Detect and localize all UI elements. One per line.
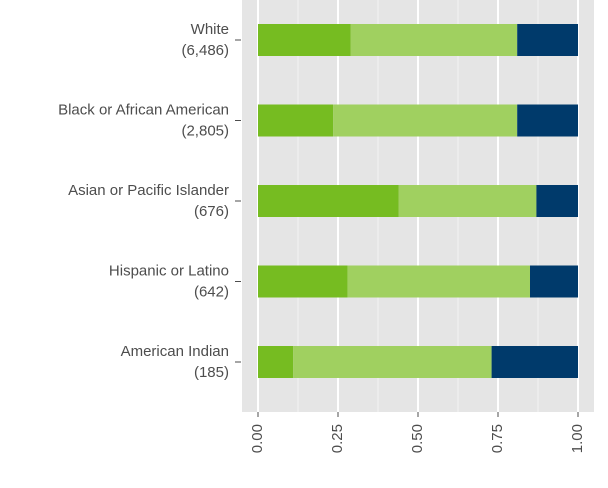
bar-segment [258, 104, 334, 137]
category-count: (6,486) [181, 42, 229, 59]
category-label: American Indian [121, 343, 229, 360]
category-count: (642) [194, 283, 229, 300]
bar-segment [530, 265, 578, 298]
bar-segment [398, 185, 537, 217]
x-tick-label: 0.75 [489, 424, 506, 453]
category-count: (2,805) [181, 122, 229, 139]
bar-segment [517, 104, 578, 137]
x-tick-label: 1.00 [569, 424, 586, 453]
bar-segment [258, 24, 351, 56]
category-label: Asian or Pacific Islander [68, 182, 229, 199]
category-count: (185) [194, 364, 229, 381]
bar-segment [258, 265, 348, 298]
category-label: Black or African American [58, 101, 229, 118]
bar-segment [347, 265, 530, 298]
bar-segment [491, 346, 578, 378]
bar-segment [258, 185, 399, 217]
bar-segment [333, 104, 518, 137]
bar-segment [517, 24, 578, 56]
category-label: Hispanic or Latino [109, 262, 229, 279]
x-tick-label: 0.25 [329, 424, 346, 453]
bar-segment [350, 24, 518, 56]
bar-segment [293, 346, 492, 378]
category-label: White [191, 21, 229, 38]
category-count: (676) [194, 203, 229, 220]
bar-segment [258, 346, 294, 378]
x-tick-label: 0.00 [249, 424, 266, 453]
bar-segment [536, 185, 578, 217]
x-tick-label: 0.50 [409, 424, 426, 453]
